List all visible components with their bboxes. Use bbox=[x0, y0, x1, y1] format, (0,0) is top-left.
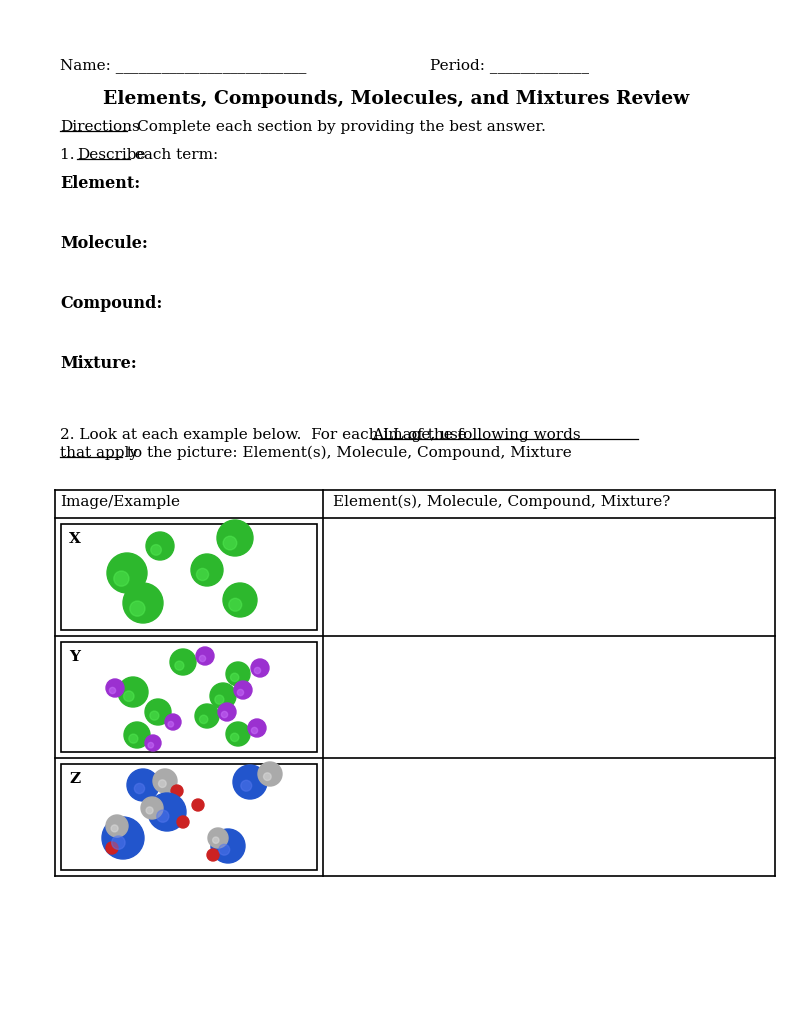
Circle shape bbox=[145, 735, 161, 751]
Circle shape bbox=[226, 662, 250, 686]
Circle shape bbox=[199, 715, 208, 724]
Circle shape bbox=[170, 649, 196, 675]
Circle shape bbox=[210, 683, 236, 709]
Text: Molecule:: Molecule: bbox=[60, 234, 148, 252]
Text: Name: _________________________: Name: _________________________ bbox=[60, 58, 306, 73]
Circle shape bbox=[106, 815, 128, 837]
Circle shape bbox=[221, 712, 228, 718]
Bar bbox=[61, 642, 317, 752]
Circle shape bbox=[191, 554, 223, 586]
Circle shape bbox=[230, 733, 239, 741]
Circle shape bbox=[111, 825, 118, 831]
Circle shape bbox=[196, 568, 209, 581]
Circle shape bbox=[118, 677, 148, 707]
Bar bbox=[61, 524, 317, 630]
Circle shape bbox=[141, 797, 163, 819]
Circle shape bbox=[195, 705, 219, 728]
Circle shape bbox=[263, 773, 271, 780]
Text: Describe: Describe bbox=[77, 148, 146, 162]
Circle shape bbox=[192, 799, 204, 811]
Circle shape bbox=[107, 553, 147, 593]
Circle shape bbox=[149, 711, 159, 720]
Circle shape bbox=[215, 695, 224, 705]
Text: Compound:: Compound: bbox=[60, 295, 162, 312]
Circle shape bbox=[106, 842, 118, 854]
Bar bbox=[61, 764, 317, 870]
Circle shape bbox=[129, 734, 138, 743]
Circle shape bbox=[175, 662, 184, 670]
Text: Period: _____________: Period: _____________ bbox=[430, 58, 589, 73]
Circle shape bbox=[148, 742, 153, 749]
Text: Z: Z bbox=[69, 772, 80, 786]
Text: X: X bbox=[69, 532, 81, 546]
Text: to the picture: Element(s), Molecule, Compound, Mixture: to the picture: Element(s), Molecule, Co… bbox=[122, 446, 572, 461]
Text: Image/Example: Image/Example bbox=[60, 495, 180, 509]
Circle shape bbox=[124, 722, 150, 748]
Circle shape bbox=[252, 727, 258, 733]
Text: each term:: each term: bbox=[130, 148, 218, 162]
Circle shape bbox=[217, 520, 253, 556]
Circle shape bbox=[171, 785, 183, 797]
Circle shape bbox=[123, 691, 134, 701]
Circle shape bbox=[165, 714, 181, 730]
Circle shape bbox=[153, 769, 177, 793]
Circle shape bbox=[146, 807, 153, 814]
Circle shape bbox=[211, 829, 245, 863]
Circle shape bbox=[213, 837, 219, 844]
Text: 2. Look at each example below.  For each image, use: 2. Look at each example below. For each … bbox=[60, 428, 471, 442]
Circle shape bbox=[151, 545, 161, 555]
Circle shape bbox=[145, 699, 171, 725]
Circle shape bbox=[199, 655, 206, 662]
Circle shape bbox=[148, 793, 186, 831]
Circle shape bbox=[102, 817, 144, 859]
Text: ALL of the following words: ALL of the following words bbox=[372, 428, 581, 442]
Circle shape bbox=[233, 765, 267, 799]
Text: : Complete each section by providing the best answer.: : Complete each section by providing the… bbox=[127, 120, 546, 134]
Text: Mixture:: Mixture: bbox=[60, 355, 137, 372]
Circle shape bbox=[219, 845, 229, 855]
Circle shape bbox=[109, 687, 115, 693]
Text: 1.: 1. bbox=[60, 148, 79, 162]
Text: Element:: Element: bbox=[60, 175, 140, 193]
Circle shape bbox=[207, 849, 219, 861]
Circle shape bbox=[234, 681, 252, 699]
Circle shape bbox=[240, 780, 252, 792]
Circle shape bbox=[251, 659, 269, 677]
Circle shape bbox=[248, 719, 266, 737]
Circle shape bbox=[229, 598, 242, 611]
Circle shape bbox=[130, 601, 145, 616]
Circle shape bbox=[168, 722, 173, 727]
Circle shape bbox=[196, 647, 214, 665]
Circle shape bbox=[158, 780, 166, 787]
Text: that apply: that apply bbox=[60, 446, 138, 460]
Circle shape bbox=[237, 689, 244, 695]
Circle shape bbox=[157, 810, 169, 822]
Circle shape bbox=[127, 769, 159, 801]
Circle shape bbox=[258, 762, 282, 786]
Circle shape bbox=[218, 703, 236, 721]
Circle shape bbox=[146, 532, 174, 560]
Circle shape bbox=[230, 673, 239, 682]
Circle shape bbox=[177, 816, 189, 828]
Text: Element(s), Molecule, Compound, Mixture?: Element(s), Molecule, Compound, Mixture? bbox=[333, 495, 671, 509]
Circle shape bbox=[223, 537, 237, 550]
Circle shape bbox=[134, 783, 145, 794]
Circle shape bbox=[226, 722, 250, 746]
Circle shape bbox=[106, 679, 124, 697]
Circle shape bbox=[112, 836, 125, 849]
Circle shape bbox=[255, 668, 260, 674]
Circle shape bbox=[208, 828, 228, 848]
Circle shape bbox=[123, 583, 163, 623]
Text: Directions: Directions bbox=[60, 120, 140, 134]
Text: Elements, Compounds, Molecules, and Mixtures Review: Elements, Compounds, Molecules, and Mixt… bbox=[103, 90, 689, 108]
Circle shape bbox=[114, 571, 129, 586]
Circle shape bbox=[223, 583, 257, 617]
Text: Y: Y bbox=[69, 650, 80, 664]
